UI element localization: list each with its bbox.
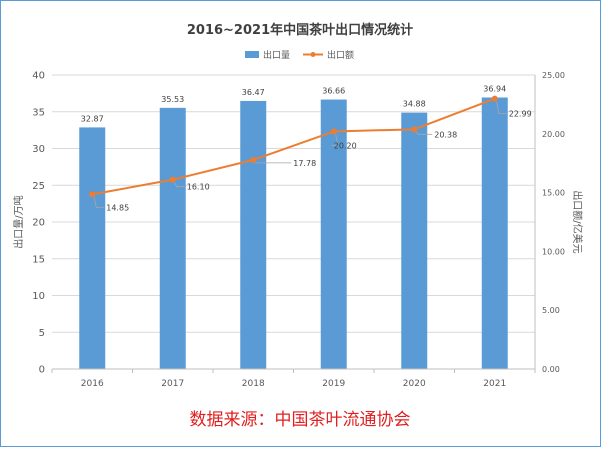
y-left-tick-label: 25 xyxy=(32,181,45,192)
y-left-tick-label: 30 xyxy=(32,144,45,155)
y-right-tick-label: 15.00 xyxy=(542,189,565,198)
line-value-label: 20.20 xyxy=(334,141,357,150)
bar-value-label: 36.47 xyxy=(242,88,265,97)
y-left-tick-label: 10 xyxy=(32,291,45,302)
x-tick-label: 2018 xyxy=(242,379,265,389)
y-left-tick-label: 15 xyxy=(32,254,45,265)
line-series xyxy=(89,95,498,198)
axes: 0 5 10 15 20 25 30 35 40 0.00 5.00 10.00 15.00 20.00 2… xyxy=(32,71,565,390)
line-label-leader xyxy=(496,101,507,115)
bar-value-label: 32.87 xyxy=(81,114,104,123)
x-tick-label: 2020 xyxy=(403,379,426,389)
line-point xyxy=(491,95,498,102)
y-left-tick-label: 35 xyxy=(32,107,45,118)
bar xyxy=(481,97,508,369)
legend: 出口量 出口额 xyxy=(245,49,354,61)
bar xyxy=(401,112,428,370)
line-value-label: 17.78 xyxy=(293,159,316,168)
legend-swatch-marker xyxy=(310,52,316,57)
legend-label-bar: 出口量 xyxy=(263,49,290,61)
bar xyxy=(79,127,106,369)
chart-title: 2016~2021年中国茶叶出口情况统计 xyxy=(187,22,413,38)
line-value-label: 16.10 xyxy=(187,183,210,192)
bar-value-label: 36.66 xyxy=(322,87,345,96)
source-note: 数据来源：中国茶叶流通协会 xyxy=(190,410,411,430)
line-label-leader xyxy=(93,197,105,208)
y-left-tick-label: 0 xyxy=(39,365,45,376)
line-label-leader xyxy=(174,182,185,188)
data-labels: 32.87 35.53 36.47 36.66 34.88 36.94 14.85 16.10… xyxy=(81,84,532,212)
line-point xyxy=(89,191,96,198)
x-tick-label: 2017 xyxy=(161,379,184,389)
y-right-tick-label: 25.00 xyxy=(542,71,565,80)
line-label-leader xyxy=(415,132,433,135)
bar xyxy=(159,107,186,370)
x-tick-label: 2016 xyxy=(81,379,104,389)
line-point xyxy=(169,176,176,183)
y-right-tick-label: 5.00 xyxy=(542,306,560,315)
legend-label-line: 出口额 xyxy=(327,49,354,61)
line-value-label: 14.85 xyxy=(106,203,129,212)
bar-value-label: 35.53 xyxy=(161,95,184,104)
y-left-tick-label: 40 xyxy=(32,71,45,82)
bar xyxy=(240,100,267,370)
y-left-tick-label: 20 xyxy=(32,218,45,229)
line-point xyxy=(330,128,337,135)
bar xyxy=(320,99,347,369)
y-right-tick-label: 0.00 xyxy=(542,365,560,374)
y-right-tick-label: 10.00 xyxy=(542,247,565,256)
legend-swatch-bar xyxy=(245,51,259,58)
line-point xyxy=(411,126,418,133)
line-label-leader xyxy=(331,134,339,146)
x-tick-label: 2021 xyxy=(483,379,506,389)
gridlines xyxy=(52,74,535,333)
y-right-tick-label: 20.00 xyxy=(542,130,565,139)
line-value-label: 20.38 xyxy=(434,130,457,139)
bar-value-label: 34.88 xyxy=(403,100,426,109)
line-path xyxy=(92,97,496,196)
y-axis-left-title: 出口量/万吨 xyxy=(12,195,25,248)
line-value-label: 22.99 xyxy=(509,110,532,119)
y-left-tick-label: 5 xyxy=(39,328,45,339)
x-tick-label: 2019 xyxy=(322,379,345,389)
bar-value-label: 36.94 xyxy=(483,84,506,93)
y-axis-right-title: 出口额/亿美元 xyxy=(571,190,584,253)
bar-series xyxy=(79,97,508,370)
line-point xyxy=(250,156,257,163)
